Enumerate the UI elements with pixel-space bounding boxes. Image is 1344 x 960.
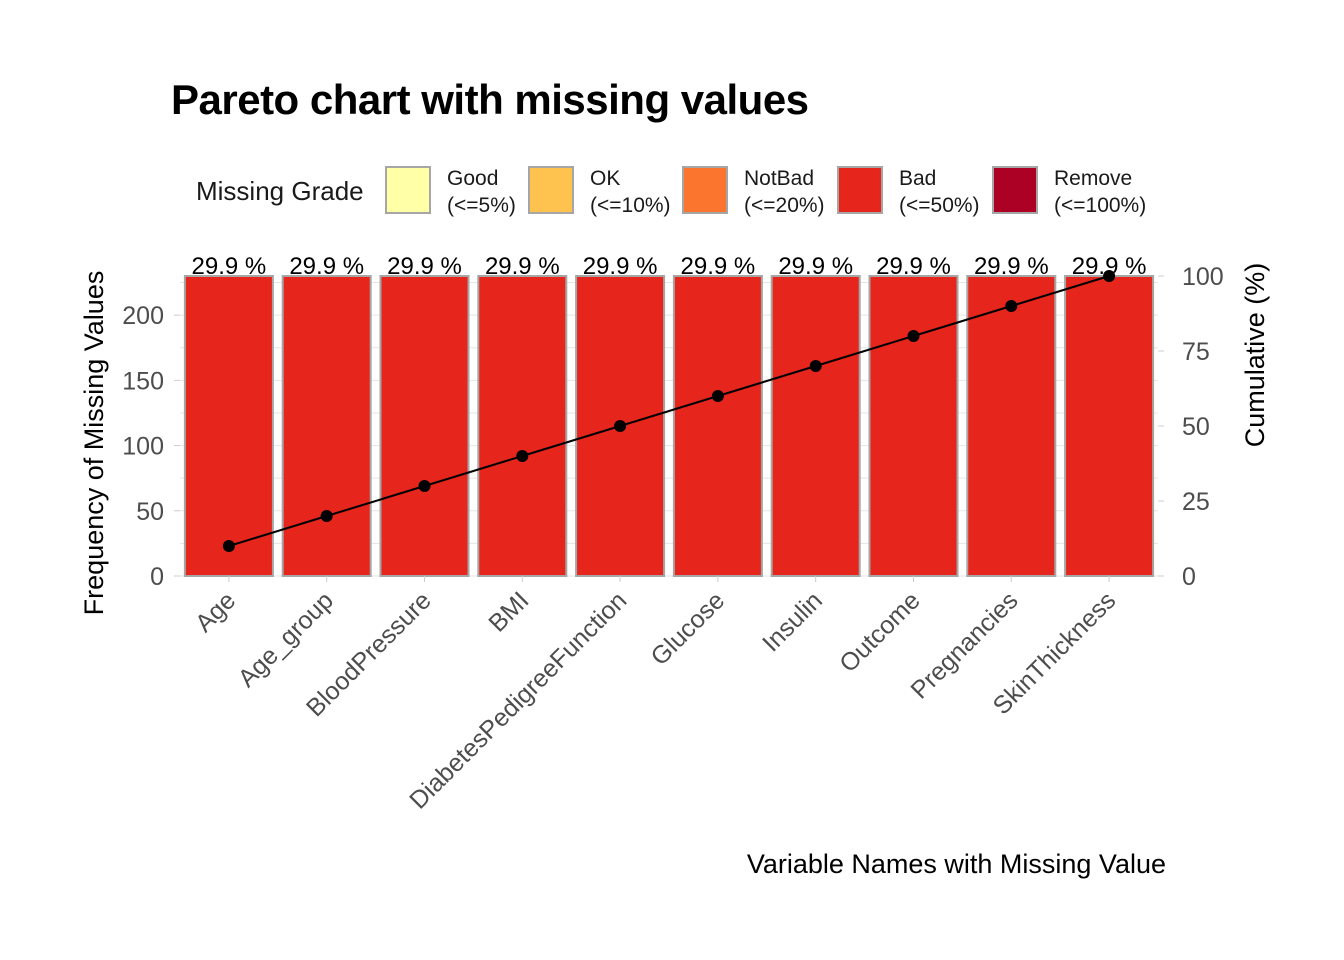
legend-item-range: (<=50%) <box>899 194 980 217</box>
legend-item-label: Bad <box>899 167 936 190</box>
y-right-tick-label: 100 <box>1182 263 1224 291</box>
bar <box>1064 275 1155 577</box>
y-axis-right-title: Cumulative (%) <box>1240 263 1270 448</box>
legend-item-label: OK <box>590 167 620 190</box>
cumulative-line-group <box>222 270 1116 552</box>
chart-title: Pareto chart with missing values <box>171 76 809 123</box>
legend-item-range: (<=5%) <box>447 194 516 217</box>
bar <box>477 275 568 577</box>
x-tick-label: BMI <box>483 586 534 637</box>
y-left-tick-label: 100 <box>122 433 164 461</box>
y-axis-right-ticks: 0 25 50 75 100 <box>1158 263 1224 591</box>
legend-item-label: Remove <box>1054 167 1132 190</box>
bar-value-label: 29.9 % <box>974 253 1049 280</box>
cumulative-point <box>1103 270 1116 282</box>
bar-value-label: 29.9 % <box>289 253 364 280</box>
x-tick-label: Outcome <box>834 586 926 678</box>
bar <box>379 275 470 577</box>
legend-item-range: (<=100%) <box>1054 194 1146 217</box>
bar-value-label: 29.9 % <box>876 253 951 280</box>
bar <box>183 275 274 577</box>
bar <box>672 275 763 577</box>
cumulative-point <box>809 360 822 372</box>
bar-value-label: 29.9 % <box>583 253 658 280</box>
bar <box>281 275 372 577</box>
bar-value-label: 29.9 % <box>192 253 267 280</box>
legend-swatch <box>992 166 1038 214</box>
y-left-tick-label: 150 <box>122 367 164 395</box>
x-tick-label: Insulin <box>757 586 828 657</box>
cumulative-point <box>222 540 235 552</box>
x-tick-label: Age_group <box>233 586 339 692</box>
y-axis-left-ticks: 0 50 100 150 200 <box>122 302 180 591</box>
legend-swatch <box>385 166 431 214</box>
legend-item-label: NotBad <box>744 167 814 190</box>
x-axis-title: Variable Names with Missing Value <box>747 849 1166 879</box>
y-right-tick-label: 50 <box>1182 413 1210 441</box>
x-tick-label: Age <box>190 586 241 637</box>
bar-value-label: 29.9 % <box>681 253 756 280</box>
cumulative-point <box>418 480 431 492</box>
y-right-tick-label: 0 <box>1182 563 1196 591</box>
cumulative-point <box>320 510 333 522</box>
bar-value-label: 29.9 % <box>778 253 853 280</box>
cumulative-point <box>907 330 920 342</box>
cumulative-point <box>1005 300 1018 312</box>
y-left-tick-label: 0 <box>150 563 164 591</box>
bar-value-label: 29.9 % <box>485 253 560 280</box>
cumulative-point <box>614 420 627 432</box>
y-left-tick-label: 50 <box>136 498 164 526</box>
y-left-tick-label: 200 <box>122 302 164 330</box>
legend-item-range: (<=20%) <box>744 194 825 217</box>
legend-title: Missing Grade <box>196 176 364 206</box>
legend-item-label: Good <box>447 167 498 190</box>
x-tick-label: Glucose <box>645 586 730 671</box>
bars <box>183 275 1155 577</box>
legend: Missing Grade Good (<=5%) OK (<=10%) NotBad (… <box>196 166 1146 217</box>
plot-area: 29.9 % 29.9 % 29.9 % 29.9 % 29.9 % 29.9 % 29.9… <box>122 253 1223 815</box>
bar-labels: 29.9 % 29.9 % 29.9 % 29.9 % 29.9 % 29.9 % 29.9… <box>192 253 1147 280</box>
bar <box>770 275 861 577</box>
cumulative-line <box>228 275 1110 547</box>
y-right-tick-label: 25 <box>1182 488 1210 516</box>
bar <box>868 275 959 577</box>
cumulative-point <box>711 390 724 402</box>
bar <box>966 275 1057 577</box>
bar-value-label: 29.9 % <box>387 253 462 280</box>
y-axis-left-title: Frequency of Missing Values <box>79 271 109 616</box>
legend-swatch <box>837 166 883 214</box>
legend-swatch <box>528 166 574 214</box>
y-right-tick-label: 75 <box>1182 338 1210 366</box>
cumulative-point <box>516 450 529 462</box>
legend-swatch <box>682 166 728 214</box>
legend-item-range: (<=10%) <box>590 194 671 217</box>
